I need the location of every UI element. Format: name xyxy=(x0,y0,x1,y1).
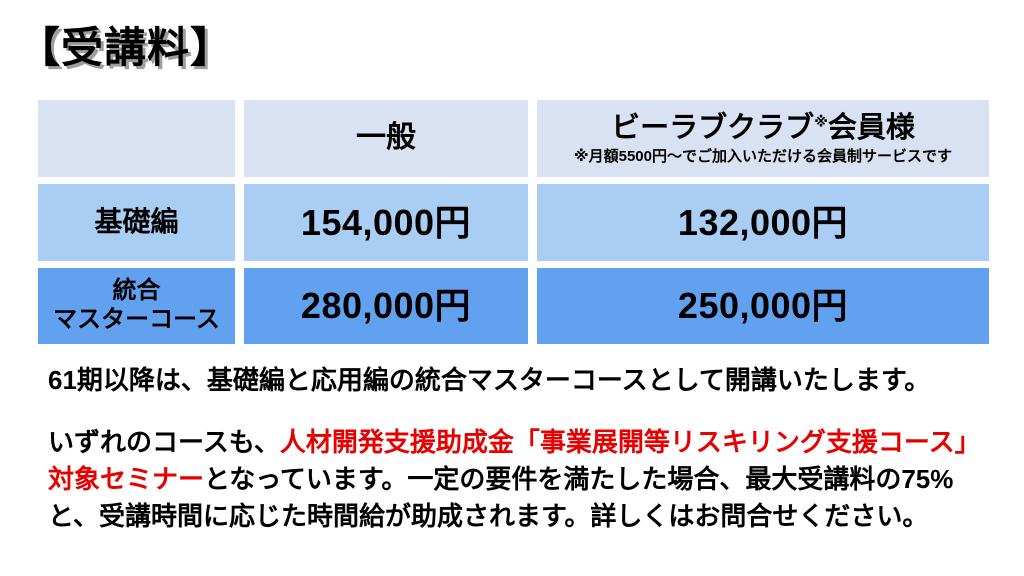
pricing-table: 一般 ビーラブクラブ※会員様 ※月額5500円～でご加入いただける会員制サービス… xyxy=(38,100,989,344)
table-corner-cell xyxy=(38,100,235,177)
note-subsidy-text-2: となっています。一定の要件を満たした場合、最大受講料の75%と、受講時間に応じた… xyxy=(48,464,954,531)
price-basic-general-value: 154,000円 xyxy=(300,201,472,243)
price-basic-general: 154,000円 xyxy=(244,184,528,261)
member-column-note: ※月額5500円～でご加入いただける会員制サービスです xyxy=(574,148,952,166)
column-header-member: ビーラブクラブ※会員様 ※月額5500円～でご加入いただける会員制サービスです xyxy=(537,100,989,177)
column-header-general: 一般 xyxy=(244,100,528,177)
note-subsidy: いずれのコースも、人材開発支援助成金「事業展開等リスキリング支援コース」対象セミ… xyxy=(48,424,988,535)
note-subsidy-text-1: いずれのコースも、 xyxy=(48,427,280,457)
row-header-master: 統合 マスターコース xyxy=(38,268,235,344)
price-master-general-value: 280,000円 xyxy=(300,285,472,327)
page-title: 【受講料】 xyxy=(18,24,234,71)
row-header-basic-label: 基礎編 xyxy=(94,206,179,238)
row-header-basic: 基礎編 xyxy=(38,184,235,261)
row-header-master-line2: マスターコース xyxy=(53,306,220,333)
row-header-master-line1: 統合 xyxy=(112,277,161,305)
note-subsidy-highlight: 人材開発支援助成金「事業展開等リスキリング支援コース」対象セミナー xyxy=(48,427,981,494)
column-header-general-label: 一般 xyxy=(356,121,416,155)
price-basic-member-value: 132,000円 xyxy=(677,201,849,243)
price-master-general: 280,000円 xyxy=(244,268,528,344)
member-name-main: ビーラブクラブ xyxy=(611,111,815,144)
reference-mark-icon: ※ xyxy=(814,113,828,130)
note-schedule: 61期以降は、基礎編と応用編の統合マスターコースとして開講いたします。 xyxy=(48,365,931,395)
price-basic-member: 132,000円 xyxy=(537,184,989,261)
member-name-suffix: 会員様 xyxy=(827,111,915,144)
price-master-member-value: 250,000円 xyxy=(677,285,849,327)
notes-block: 61期以降は、基礎編と応用編の統合マスターコースとして開講いたします。 いずれの… xyxy=(48,362,988,535)
member-column-title: ビーラブクラブ※会員様 xyxy=(611,112,915,145)
price-master-member: 250,000円 xyxy=(537,268,989,344)
